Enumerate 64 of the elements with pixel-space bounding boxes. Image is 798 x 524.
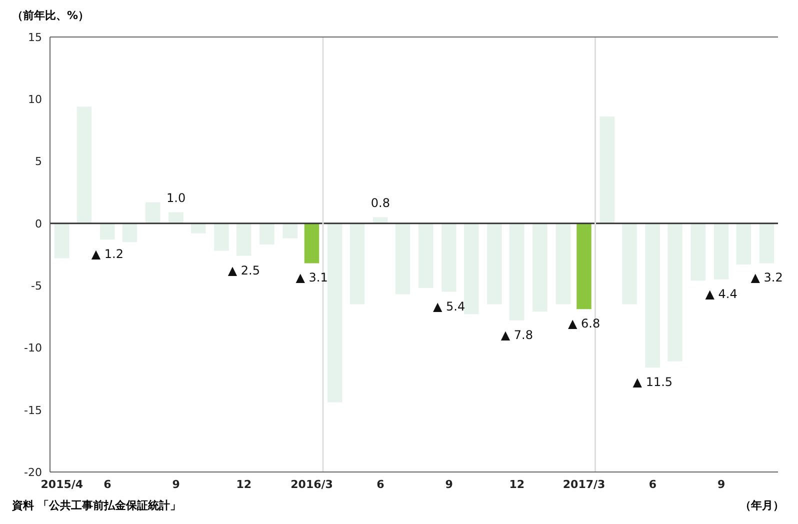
annotation: ▲ 7.8 [500,328,534,342]
bar [487,223,502,304]
bar [418,223,434,288]
text: 資料 「公共工事前払金保証統計」 [12,499,181,512]
annotation: ▲ 5.4 [432,299,466,314]
y-tick-label: 15 [28,30,42,44]
y-tick-label: -15 [24,404,42,417]
x-tick-label: 2016/3 [290,478,333,491]
bar [236,223,252,256]
x-tick-label: 12 [509,478,525,491]
x-tick-label: 12 [236,478,252,491]
bar [442,223,456,292]
annotation: ▲ 11.5 [632,375,673,390]
bar [645,223,660,368]
y-tick-label: 0 [35,217,42,230]
bar [714,223,729,280]
bar [350,223,365,304]
y-tick-label: -20 [24,466,42,479]
x-tick-label: 9 [172,478,180,491]
y-tick-label: 10 [28,93,42,106]
x-tick-label: 6 [376,478,385,491]
bar [690,223,706,281]
x-tick-label: 9 [717,478,726,491]
bar [100,223,115,240]
annotation: ▲ 4.4 [705,286,738,301]
annotation: ▲ 3.1 [296,270,328,285]
bar [464,223,479,314]
bar [282,223,298,238]
annotation: ▲ 2.5 [228,263,260,278]
bar [668,223,682,362]
bar [576,223,592,310]
x-axis-title: （年月） [740,498,784,513]
annotation: 0.8 [370,196,390,210]
x-tick-label: 2015/4 [40,478,84,491]
bar [260,223,274,245]
bar [600,116,614,224]
y-tick-label: -10 [24,342,42,355]
bar [304,223,320,264]
bar [509,223,524,320]
bar [395,223,410,294]
bar [214,223,229,251]
annotation: ▲ 6.8 [568,316,600,331]
y-tick-label: 5 [35,155,42,168]
bar [190,223,206,234]
x-tick-label: 2017/3 [562,478,606,491]
bar [122,223,138,242]
y-tick-label: -5 [31,279,42,292]
annotation: ▲ 3.2 [750,270,783,285]
bar [327,223,342,402]
annotation: 1.0 [166,191,186,206]
bar [556,223,570,304]
annotation: ▲ 1.2 [91,247,124,262]
bar [76,106,92,224]
bar [759,223,774,264]
bar [622,223,637,304]
x-tick-label: 6 [104,478,112,491]
y-axis-title: （前年比、%） [11,8,90,24]
bar [736,223,751,264]
bar [168,212,184,224]
bar [145,202,160,224]
x-tick-label: 6 [648,478,657,491]
bar [532,223,548,312]
x-tick-label: 9 [445,478,453,491]
bar [54,223,70,258]
